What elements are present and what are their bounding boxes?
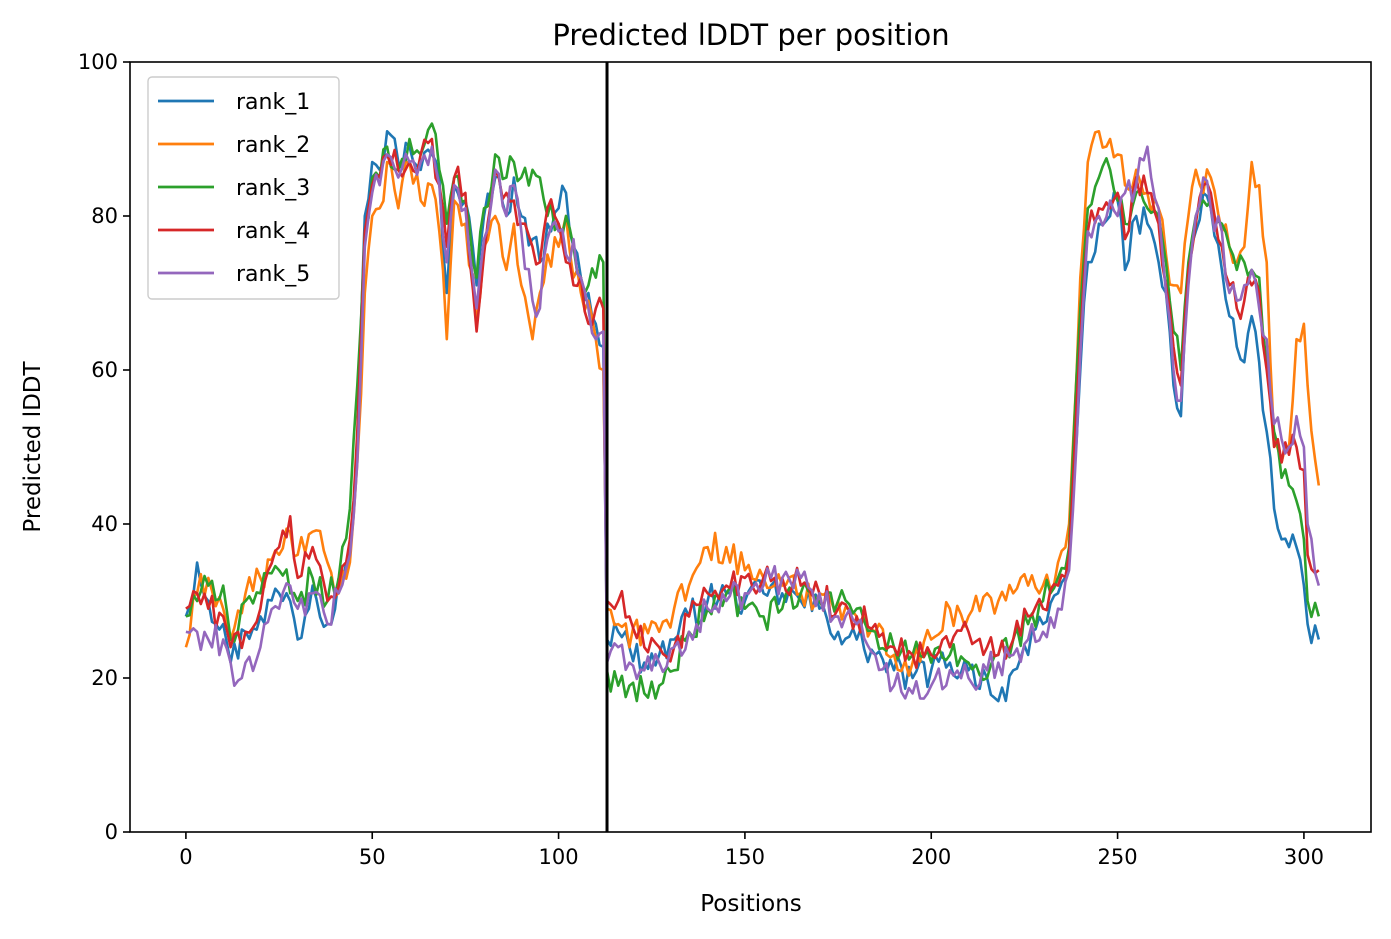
- y-tick-label: 60: [91, 358, 118, 382]
- y-tick-label: 100: [78, 50, 118, 74]
- series-line-rank_5: [185, 145, 1321, 700]
- chart-title: Predicted lDDT per position: [552, 18, 949, 52]
- y-tick-label: 40: [91, 512, 118, 536]
- x-axis-label: Positions: [700, 891, 802, 917]
- legend-label-rank_5: rank_5: [236, 262, 310, 287]
- x-tick-label: 150: [725, 845, 765, 869]
- series-layer: [184, 122, 1321, 703]
- y-tick-label: 80: [91, 204, 118, 228]
- legend-label-rank_1: rank_1: [236, 90, 310, 115]
- legend: rank_1 rank_2 rank_3 rank_4 rank_5: [147, 76, 340, 300]
- x-tick-label: 0: [179, 845, 192, 869]
- legend-box: [147, 76, 340, 300]
- legend-label-rank_3: rank_3: [236, 176, 310, 201]
- x-tick-label: 50: [359, 845, 386, 869]
- axis-ticks: 0 50 100 150 200 250 300 0 20 40 60 80 100: [78, 50, 1324, 869]
- legend-label-rank_2: rank_2: [236, 133, 310, 158]
- x-tick-label: 100: [539, 845, 579, 869]
- y-tick-label: 0: [105, 820, 118, 844]
- plot-frame: [129, 61, 1372, 833]
- x-tick-label: 300: [1284, 845, 1324, 869]
- y-axis-label: Predicted lDDT: [20, 360, 46, 532]
- legend-label-rank_4: rank_4: [236, 219, 310, 244]
- x-tick-label: 250: [1098, 845, 1138, 869]
- x-tick-label: 200: [911, 845, 951, 869]
- y-tick-label: 20: [91, 666, 118, 690]
